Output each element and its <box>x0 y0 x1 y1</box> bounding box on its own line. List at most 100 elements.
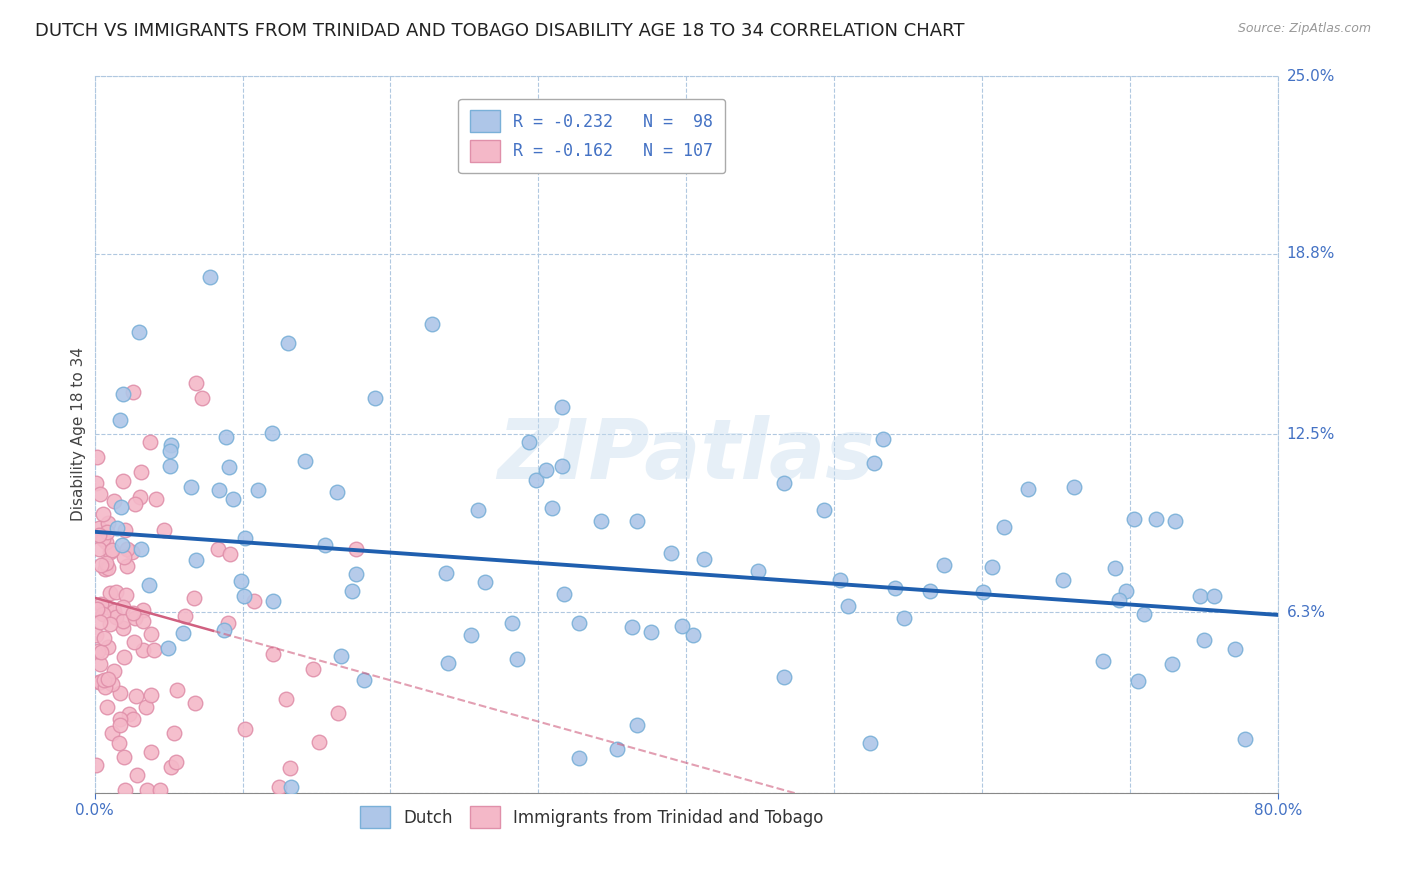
Point <box>96 524 118 539</box>
Point <box>308 735 330 749</box>
Point <box>84 757 107 772</box>
Point <box>553 587 575 601</box>
Point <box>934 558 956 572</box>
Point <box>108 685 131 699</box>
Point <box>101 677 124 691</box>
Point <box>231 574 253 589</box>
Point <box>212 624 235 638</box>
Point <box>103 494 125 508</box>
Point <box>110 500 132 515</box>
Point <box>184 552 207 566</box>
Point <box>114 782 136 797</box>
Point <box>132 603 155 617</box>
Point <box>208 483 231 497</box>
Point <box>218 460 240 475</box>
Point <box>340 583 363 598</box>
Point <box>90 597 112 611</box>
Point <box>132 642 155 657</box>
Point <box>1063 480 1085 494</box>
Legend: Dutch, Immigrants from Trinidad and Tobago: Dutch, Immigrants from Trinidad and Toba… <box>353 800 830 835</box>
Point <box>329 648 352 663</box>
Point <box>135 782 157 797</box>
Point <box>94 680 117 694</box>
Point <box>128 325 150 339</box>
Point <box>364 392 387 406</box>
Point <box>191 391 214 405</box>
Point <box>115 559 138 574</box>
Point <box>682 627 704 641</box>
Point <box>813 502 835 516</box>
Point <box>87 521 110 535</box>
Point <box>91 508 114 522</box>
Point <box>233 589 256 603</box>
Point <box>501 616 523 631</box>
Point <box>118 706 141 721</box>
Point <box>122 635 145 649</box>
Point <box>101 726 124 740</box>
Point <box>159 760 181 774</box>
Point <box>1122 512 1144 526</box>
Point <box>84 628 107 642</box>
Point <box>108 736 131 750</box>
Text: Source: ZipAtlas.com: Source: ZipAtlas.com <box>1237 22 1371 36</box>
Point <box>344 566 367 581</box>
Point <box>859 736 882 750</box>
Point <box>112 387 135 401</box>
Point <box>314 538 336 552</box>
Point <box>872 433 894 447</box>
Point <box>156 640 179 655</box>
Point <box>1126 673 1149 688</box>
Point <box>640 625 662 640</box>
Point <box>89 657 111 671</box>
Point <box>247 483 270 497</box>
Point <box>114 523 136 537</box>
Point <box>280 780 302 794</box>
Point <box>89 675 111 690</box>
Point <box>883 581 905 595</box>
Point <box>517 434 540 449</box>
Point <box>87 528 110 542</box>
Point <box>129 542 152 557</box>
Point <box>139 688 162 702</box>
Point <box>87 644 110 658</box>
Point <box>139 435 162 450</box>
Point <box>325 485 347 500</box>
Point <box>96 700 118 714</box>
Point <box>172 626 194 640</box>
Point <box>437 657 460 671</box>
Point <box>165 755 187 769</box>
Point <box>434 566 457 580</box>
Point <box>301 662 323 676</box>
Point <box>103 665 125 679</box>
Point <box>243 594 266 608</box>
Point <box>117 541 139 556</box>
Point <box>222 491 245 506</box>
Point <box>84 475 107 490</box>
Point <box>173 608 195 623</box>
Point <box>142 643 165 657</box>
Point <box>541 501 564 516</box>
Point <box>326 706 349 720</box>
Point <box>180 480 202 494</box>
Point <box>183 591 205 605</box>
Point <box>96 599 118 614</box>
Point <box>353 673 375 687</box>
Point <box>620 620 643 634</box>
Point <box>626 514 648 528</box>
Point <box>112 750 135 764</box>
Point <box>972 585 994 599</box>
Point <box>105 610 128 624</box>
Point <box>344 542 367 557</box>
Point <box>166 683 188 698</box>
Point <box>233 723 256 737</box>
Point <box>1204 589 1226 603</box>
Text: 12.5%: 12.5% <box>1286 427 1334 442</box>
Point <box>278 761 301 775</box>
Point <box>262 426 284 441</box>
Point <box>93 631 115 645</box>
Point <box>97 561 120 575</box>
Point <box>551 459 574 474</box>
Point <box>90 645 112 659</box>
Point <box>198 269 221 284</box>
Point <box>659 546 682 560</box>
